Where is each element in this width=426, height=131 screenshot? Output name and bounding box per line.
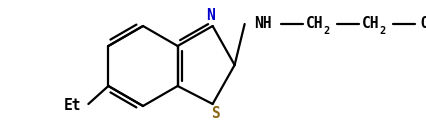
Text: N: N	[206, 9, 215, 23]
Text: S: S	[211, 107, 219, 121]
Text: CH: CH	[305, 17, 322, 31]
Text: OH: OH	[419, 17, 426, 31]
Text: 2: 2	[379, 26, 385, 36]
Text: 2: 2	[323, 26, 329, 36]
Text: CH: CH	[361, 17, 379, 31]
Text: Et: Et	[63, 99, 81, 113]
Text: NH: NH	[253, 17, 271, 31]
